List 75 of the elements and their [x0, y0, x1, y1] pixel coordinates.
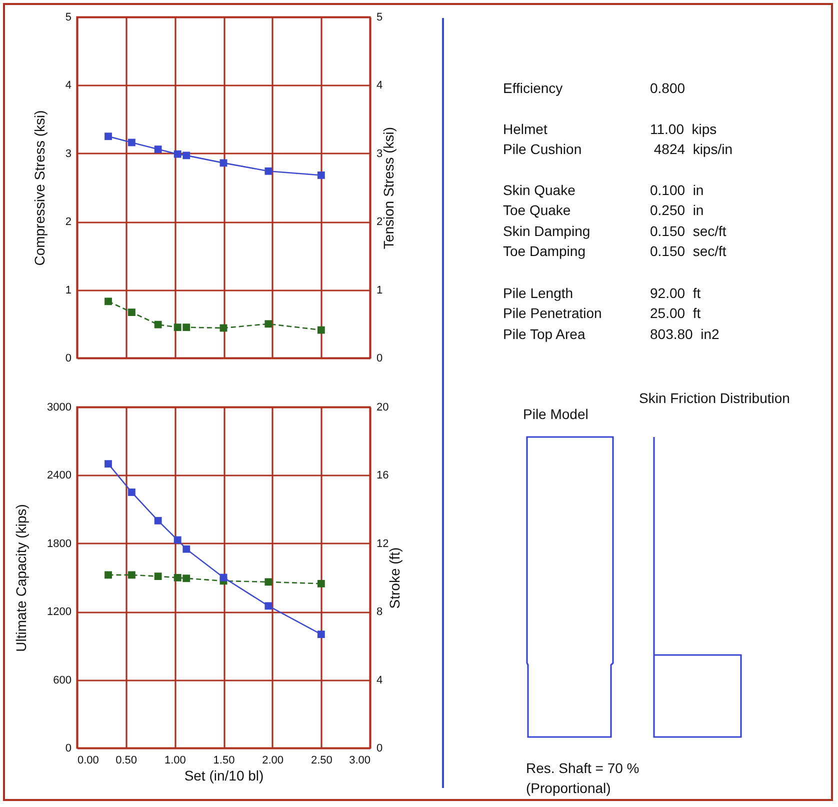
y-axis-title: Ultimate Capacity (kips) — [13, 504, 30, 652]
y2-axis-title: Stroke (ft) — [386, 547, 403, 609]
x-tick-label: 0.00 — [78, 754, 99, 766]
text: (Proportional) — [526, 780, 611, 796]
x-tick-label: 1.50 — [213, 754, 235, 766]
text: 0.800 — [650, 80, 686, 96]
x-tick-label: 0.50 — [116, 754, 138, 766]
text: Pile Model — [523, 406, 588, 422]
y-tick-label: 600 — [53, 674, 72, 686]
x-axis-title: Set (in/10 bl) — [184, 768, 264, 784]
text: Pile Length — [503, 285, 574, 301]
y2-axis-title: Tension Stress (ksi) — [380, 126, 397, 250]
point — [104, 132, 112, 140]
y2-tick-label: 12 — [376, 538, 389, 550]
y2-tick-label: 3 — [376, 148, 383, 160]
text: Toe Damping — [503, 243, 586, 259]
text: Pile Penetration — [503, 305, 602, 321]
text: 0.150 sec/ft — [650, 243, 726, 259]
y2-tick-label: 20 — [376, 402, 389, 414]
text: 4824 kips/in — [652, 141, 732, 157]
text: 803.80 in2 — [650, 326, 720, 342]
point — [264, 320, 272, 328]
text: Res. Shaft = 70 % — [526, 760, 640, 776]
y2-tick-label: 4 — [376, 80, 383, 92]
y-tick-label: 1200 — [47, 606, 72, 618]
y-tick-label: 3 — [65, 148, 72, 160]
point — [104, 298, 112, 306]
x-tick-label: 3.00 — [349, 754, 370, 766]
point — [154, 146, 162, 154]
text: 92.00 ft — [650, 285, 701, 301]
y-tick-label: 1 — [65, 284, 72, 296]
y2-tick-label: 16 — [376, 470, 389, 482]
text: 25.00 ft — [650, 305, 701, 321]
text: Skin Quake — [503, 182, 576, 198]
text: Skin Friction Distribution — [639, 389, 790, 408]
point — [128, 308, 136, 316]
y-axis-title: Compressive Stress (ksi) — [31, 110, 48, 266]
y-tick-label: 4 — [65, 80, 72, 92]
text: Toe Quake — [503, 202, 571, 218]
point — [128, 138, 136, 146]
point — [317, 172, 325, 179]
text: 0.250 in — [650, 202, 704, 218]
point — [154, 320, 162, 328]
x-tick-label: 1.00 — [164, 754, 186, 766]
text: 0.100 in — [650, 182, 704, 198]
text: Pile Top Area — [503, 326, 586, 342]
y-tick-label: 0 — [65, 352, 72, 364]
point — [182, 324, 190, 332]
text: Helmet — [503, 121, 548, 137]
text: Pile Cushion — [503, 141, 582, 157]
y2-tick-label: 5 — [376, 12, 383, 24]
x-tick-label: 2.50 — [310, 754, 332, 766]
x-tick-label: 2.00 — [262, 754, 284, 766]
text: 11.00 kips — [650, 121, 717, 137]
y2-tick-label: 4 — [376, 674, 383, 686]
point — [174, 150, 182, 158]
point — [264, 167, 272, 175]
text: Efficiency — [503, 80, 563, 96]
text: Skin Damping — [503, 223, 590, 239]
point — [220, 159, 228, 167]
text: 0.150 sec/ft — [650, 223, 726, 239]
y-tick-label: 3000 — [47, 402, 72, 414]
y-tick-label: 5 — [65, 12, 72, 24]
y-tick-label: 0 — [65, 742, 72, 754]
point — [317, 326, 325, 334]
y2-tick-label: 0 — [376, 352, 383, 364]
y-tick-label: 2400 — [47, 470, 72, 482]
point — [174, 324, 182, 332]
point — [182, 152, 190, 160]
y2-tick-label: 2 — [376, 216, 383, 228]
y-tick-label: 2 — [65, 216, 72, 228]
y2-tick-label: 1 — [376, 284, 383, 296]
y2-tick-label: 8 — [376, 606, 383, 618]
y2-tick-label: 0 — [376, 742, 383, 754]
y-tick-label: 1800 — [47, 538, 72, 550]
